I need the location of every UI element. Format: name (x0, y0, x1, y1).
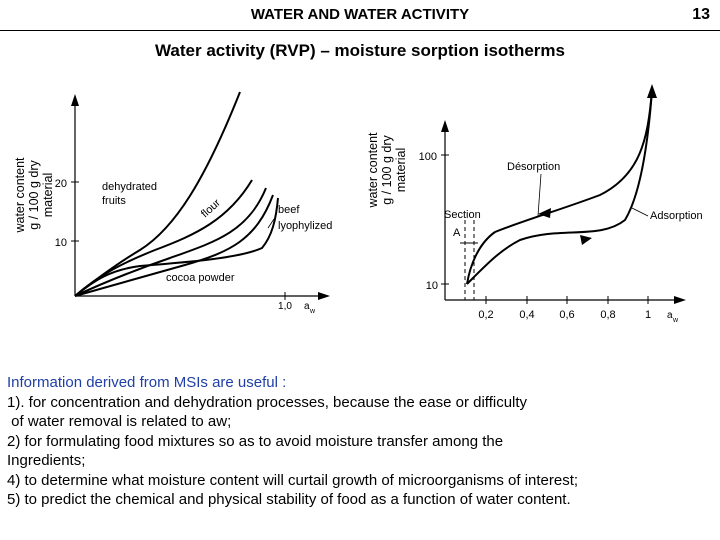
desorption-arrow-icon (538, 208, 551, 218)
page-number: 13 (692, 6, 710, 23)
adsorption-arrow-icon (580, 235, 592, 245)
left-x-label-sub: w (309, 308, 316, 315)
info-line-3: 2) for formulating food mixtures so as t… (7, 432, 504, 450)
right-x-label-sub: w (672, 317, 679, 324)
right-y-tick-10: 10 (426, 280, 438, 292)
right-x-tick-02: 0,2 (478, 309, 493, 321)
top-arrow-icon (647, 84, 657, 98)
left-x-label: a (304, 301, 310, 312)
beef-pointer (267, 218, 275, 229)
desorption-pointer (537, 173, 542, 217)
adsorption-label: Adsorption (650, 210, 703, 222)
desorption-label: Désorption (507, 161, 560, 173)
curve-beef-1 (74, 187, 267, 297)
right-x-tick-08: 0,8 (600, 309, 615, 321)
left-isotherm-figure: water content g / 100 g dry material 20 … (13, 91, 332, 315)
curve-beef-2 (74, 194, 274, 297)
info-lead: Information derived from MSIs are useful… (7, 374, 287, 391)
adsorption-curve (466, 89, 653, 285)
right-x-tick-04: 0,4 (519, 309, 534, 321)
right-y-arrow-icon (441, 120, 449, 132)
info-line-1: 1). for concentration and dehydration pr… (7, 393, 528, 411)
adsorption-pointer (631, 207, 649, 217)
label-lyophylized: lyophylized (278, 220, 332, 232)
curve-flour (74, 179, 253, 297)
info-line-2: of water removal is related to aw; (7, 413, 232, 430)
left-y-arrow-icon (71, 94, 79, 106)
info-line-5: 4) to determine what moisture content wi… (7, 471, 579, 489)
right-x-tick-1: 1 (645, 309, 651, 321)
left-x-arrow-icon (318, 292, 330, 300)
curve-cocoa-powder (74, 197, 279, 297)
right-y-label-line3: material (394, 148, 408, 192)
label-dehydrated: dehydrated (102, 181, 157, 193)
info-text-block: Information derived from MSIs are useful… (7, 373, 715, 510)
left-y-tick-10: 10 (55, 237, 67, 249)
right-x-arrow-icon (674, 296, 686, 304)
left-x-tick-1: 1,0 (278, 301, 292, 312)
right-y-axis-label: water content g / 100 g dry material (366, 132, 408, 209)
left-y-label-line1: water content (13, 157, 27, 234)
right-y-tick-100: 100 (419, 151, 437, 163)
info-line-6: 5) to predict the chemical and physical … (7, 491, 571, 508)
right-y-label-line2: g / 100 g dry (380, 135, 394, 205)
label-cocoa-powder: cocoa powder (166, 272, 235, 284)
right-isotherm-figure: water content g / 100 g dry material 100… (366, 84, 703, 324)
left-y-label-line3: material (41, 173, 55, 217)
slide-subtitle: Water activity (RVP) – moisture sorption… (155, 41, 565, 60)
header-rule (0, 30, 720, 31)
label-beef: beef (278, 204, 300, 216)
section-a-label: A (453, 227, 461, 239)
header-title: WATER AND WATER ACTIVITY (250, 6, 470, 23)
label-fruits: fruits (102, 195, 126, 207)
right-y-label-line1: water content (366, 132, 380, 209)
left-y-tick-20: 20 (55, 178, 67, 190)
right-x-tick-06: 0,6 (559, 309, 574, 321)
right-x-label: a (667, 310, 673, 321)
info-line-4: Ingredients; (7, 452, 86, 469)
desorption-curve (466, 89, 653, 285)
section-label: Section (444, 209, 481, 221)
left-y-label-line2: g / 100 g dry (27, 160, 41, 230)
left-y-axis-label: water content g / 100 g dry material (13, 157, 55, 234)
